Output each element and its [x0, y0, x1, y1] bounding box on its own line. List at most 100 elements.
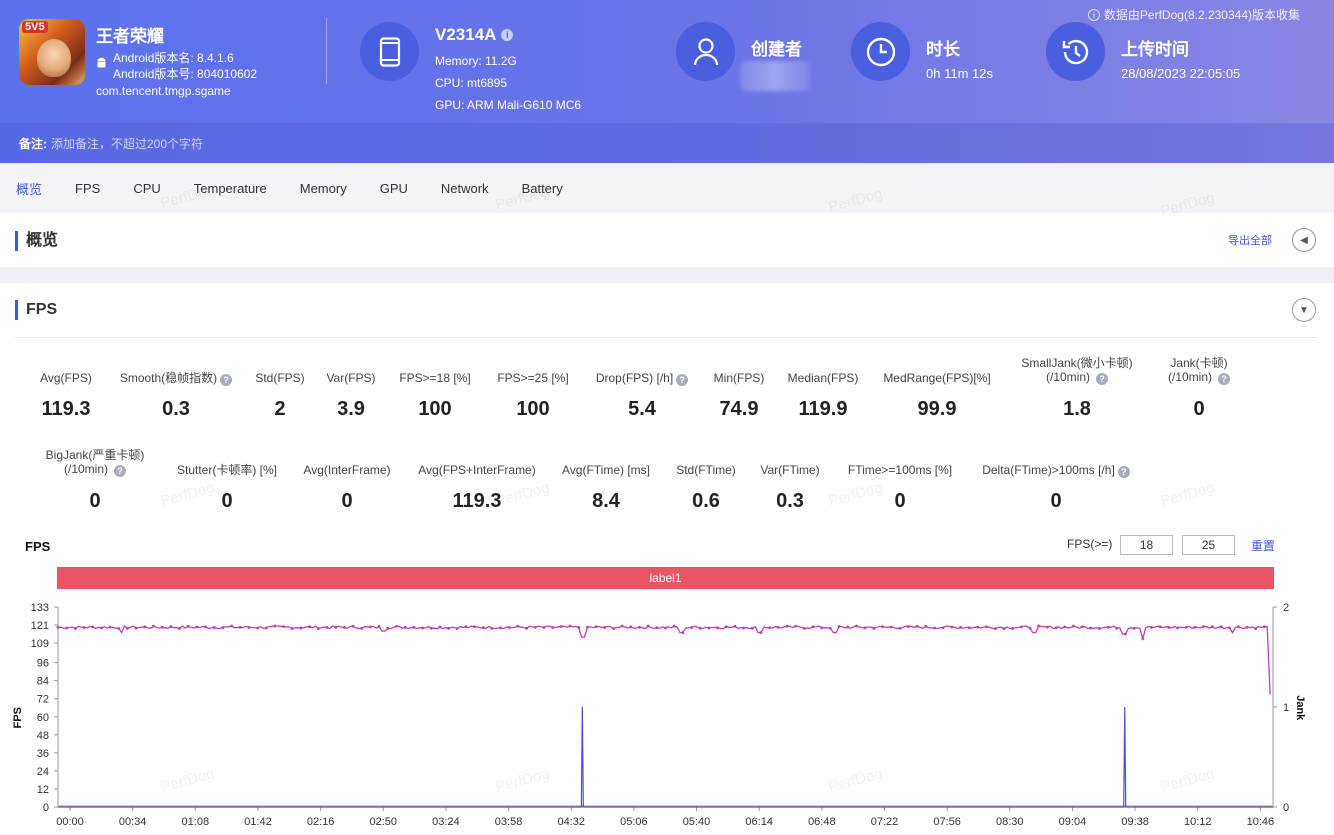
stat-value: 0: [894, 490, 906, 512]
series-fps-point: [933, 626, 936, 630]
stat-value: 119.9: [798, 398, 848, 420]
creator-label: 创建者: [751, 40, 802, 59]
series-fps-point: [421, 626, 424, 630]
series-fps-point: [993, 627, 997, 631]
series-fps-point: [889, 625, 893, 629]
series-fps-point: [325, 626, 329, 629]
note-bar[interactable]: 备注: 添加备注，不超过200个字符: [0, 123, 1334, 163]
device-gpu: GPU: ARM Mali-G610 MC6: [435, 98, 582, 112]
tab-temperature[interactable]: Temperature: [193, 180, 267, 196]
reset-link[interactable]: 重置: [1251, 539, 1276, 553]
collapse-left-button[interactable]: ◀: [1292, 228, 1316, 252]
info-icon: i: [1087, 8, 1100, 21]
stat-1-6: Drop(FPS) [/h]? 5.4: [552, 371, 732, 420]
stat-value: 100: [418, 398, 452, 420]
series-fps-point: [386, 627, 390, 630]
y-tick-label: 121: [31, 620, 49, 632]
header-divider: [326, 18, 327, 84]
app-name: 王者荣耀: [96, 27, 164, 46]
series-fps-point: [1115, 627, 1119, 630]
tab-fps[interactable]: FPS: [75, 180, 101, 196]
series-fps-point: [898, 626, 902, 630]
series-fps-point: [1228, 626, 1232, 630]
stat-label: Avg(InterFrame): [303, 463, 391, 477]
help-icon[interactable]: ?: [220, 374, 233, 386]
device-name-text: V2314A: [435, 25, 497, 44]
tab-cpu[interactable]: CPU: [133, 180, 161, 196]
help-icon[interactable]: ?: [1218, 373, 1230, 385]
collapse-down-button[interactable]: ▼: [1292, 298, 1316, 322]
series-fps-point: [178, 627, 181, 630]
series-fps-point: [837, 625, 841, 628]
device-memory: Memory: 11.2G: [435, 54, 517, 68]
series-fps-point: [707, 626, 711, 630]
x-tick-label: 08:30: [996, 816, 1024, 828]
device-name: V2314A i: [435, 25, 514, 45]
help-icon[interactable]: ?: [1117, 466, 1130, 478]
series-fps-point: [855, 624, 858, 628]
stat-label: MedRange(FPS)[%]: [883, 371, 991, 385]
y-tick-label: 60: [37, 712, 49, 724]
stat-label: Var(FPS): [326, 371, 376, 385]
series-fps-point: [1236, 625, 1240, 629]
label-bar[interactable]: label1: [57, 567, 1274, 589]
series-fps-point: [56, 625, 60, 629]
series-fps-point: [351, 624, 355, 628]
tab-memory[interactable]: Memory: [299, 180, 347, 196]
overview-panel: [0, 213, 1334, 267]
series-fps-point: [828, 626, 832, 630]
series-fps-point: [1158, 625, 1162, 629]
fps-threshold-input-1[interactable]: [1120, 535, 1173, 555]
help-icon[interactable]: ?: [114, 465, 126, 477]
stat-label: Avg(FPS+InterFrame): [418, 463, 536, 477]
stat-2-8: Delta(FTime)>100ms [/h]? 0: [966, 463, 1146, 512]
y-tick-label: 36: [37, 748, 49, 760]
series-fps-point: [1167, 625, 1171, 629]
tab-network[interactable]: Network: [440, 180, 489, 196]
export-all-link[interactable]: 导出全部: [1228, 235, 1272, 247]
device-info-icon[interactable]: i: [501, 29, 514, 41]
series-fps-point: [1193, 625, 1197, 629]
logo-badge: 5V5: [22, 21, 48, 33]
series-fps-point: [733, 624, 737, 628]
series-fps-point: [1245, 625, 1249, 629]
series-fps-point: [690, 626, 693, 629]
y2-tick-label: 2: [1283, 602, 1289, 614]
series-fps-point: [481, 626, 485, 630]
note-label: 备注:: [19, 136, 47, 151]
series-fps-point: [629, 625, 633, 629]
series-fps-point: [212, 626, 216, 629]
stat-value: 0.6: [692, 490, 720, 512]
clock-icon: [866, 37, 895, 66]
package-name: com.tencent.tmgp.sgame: [96, 84, 231, 98]
series-fps-point: [1219, 625, 1223, 629]
stat-label: Median(FPS): [787, 371, 859, 385]
series-fps-point: [742, 626, 746, 630]
series-fps-point: [230, 624, 233, 628]
series-fps-point: [1045, 625, 1049, 629]
y-tick-label: 12: [37, 784, 49, 796]
fps-threshold-input-2[interactable]: [1182, 535, 1235, 555]
series-fps-point: [516, 624, 520, 628]
tab-gpu[interactable]: GPU: [379, 180, 408, 196]
series-fps-point: [1210, 625, 1214, 629]
series-fps-point: [273, 624, 277, 628]
series-fps-point: [369, 625, 372, 629]
tab-overview[interactable]: 概览: [16, 181, 43, 197]
series-fps-point: [438, 625, 442, 629]
series-fps-point: [134, 626, 138, 630]
tab-battery[interactable]: Battery: [521, 180, 563, 196]
help-icon[interactable]: ?: [1096, 373, 1108, 385]
stat-label: Avg(FTime) [ms]: [561, 463, 650, 477]
stat-1-5: FPS>=25 [%] 100: [443, 371, 623, 420]
stat-label: Min(FPS): [713, 371, 765, 385]
note-input-placeholder[interactable]: 添加备注，不超过200个字符: [51, 136, 204, 151]
series-fps-point: [360, 626, 364, 630]
help-icon[interactable]: ?: [676, 374, 689, 386]
stat-2-3: Avg(FPS+InterFrame) 119.3: [387, 463, 567, 512]
series-fps-point: [264, 626, 268, 630]
stat-2-1: Stutter(卡顿率) [%] 0: [137, 463, 317, 512]
series-fps-point: [247, 626, 251, 629]
series-fps-point: [117, 627, 121, 630]
x-tick-label: 10:46: [1247, 816, 1275, 828]
